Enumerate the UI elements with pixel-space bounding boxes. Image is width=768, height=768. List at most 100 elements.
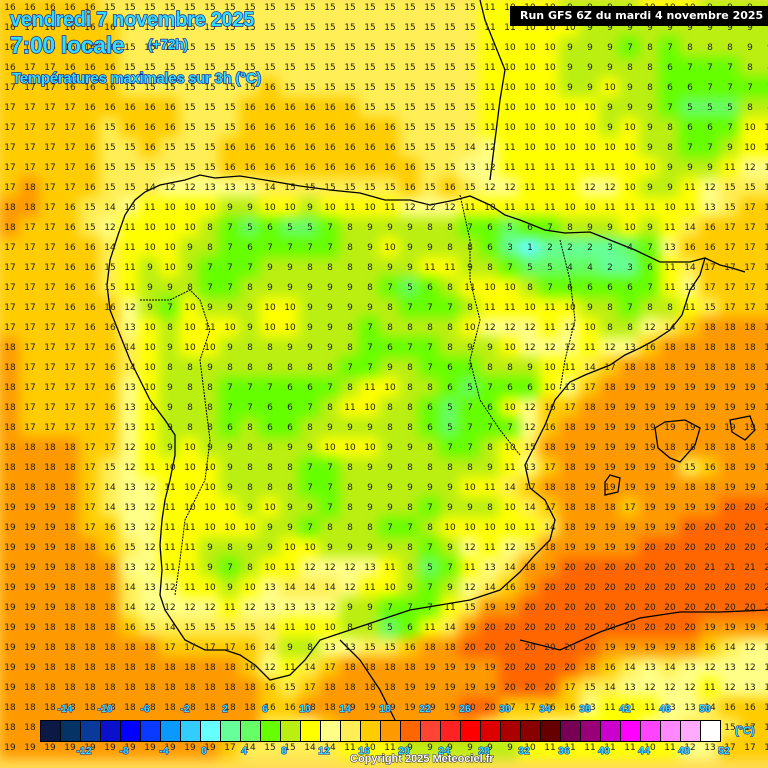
grid-value: 7 (427, 583, 433, 593)
grid-value: 11 (624, 203, 636, 213)
grid-cell (79, 337, 101, 359)
grid-value: 8 (347, 623, 353, 633)
grid-value: 12 (144, 543, 156, 553)
grid-cell (319, 117, 341, 139)
grid-value: 16 (104, 403, 116, 413)
grid-value: 10 (544, 143, 556, 153)
grid-value: 15 (404, 143, 416, 153)
grid-value: 15 (144, 623, 156, 633)
grid-value: 17 (84, 383, 96, 393)
grid-value: 15 (264, 3, 276, 13)
grid-value: 15 (384, 183, 396, 193)
grid-value: 8 (447, 343, 453, 353)
grid-value: 10 (144, 363, 156, 373)
grid-cell (0, 317, 21, 339)
grid-cell (19, 97, 41, 119)
grid-value: 16 (164, 103, 176, 113)
grid-value: 18 (724, 443, 736, 453)
grid-cell (379, 377, 401, 399)
grid-cell (419, 117, 441, 139)
legend-tick-label: -6 (140, 703, 150, 716)
grid-value: 9 (387, 463, 393, 473)
grid-value: 20 (644, 543, 656, 553)
grid-cell (459, 217, 481, 239)
grid-value: 20 (544, 643, 556, 653)
grid-cell (599, 317, 621, 339)
grid-value: 7 (667, 43, 673, 53)
grid-value: 10 (504, 63, 516, 73)
grid-value: 8 (327, 403, 333, 413)
grid-value: 15 (124, 163, 136, 173)
grid-cell (739, 217, 761, 239)
grid-cell (139, 277, 161, 299)
grid-cell (39, 377, 61, 399)
grid-value: 18 (64, 443, 76, 453)
grid-value: 10 (504, 103, 516, 113)
grid-value: 12 (324, 563, 336, 573)
grid-value: 11 (344, 203, 356, 213)
grid-value: 19 (724, 483, 736, 493)
grid-value: 9 (247, 503, 253, 513)
grid-cell (579, 97, 601, 119)
grid-value: 20 (724, 523, 736, 533)
grid-cell (399, 77, 421, 99)
grid-value: 12 (524, 403, 536, 413)
forecast-date: vendredi 7 novembre 2025 (9, 8, 255, 31)
grid-value: 8 (307, 263, 313, 273)
grid-cell (339, 57, 361, 79)
grid-value: 17 (44, 383, 56, 393)
grid-cell (39, 217, 61, 239)
grid-cell (599, 137, 621, 159)
grid-cell (399, 0, 421, 19)
grid-cell (359, 337, 381, 359)
grid-value: 7 (727, 63, 733, 73)
grid-value: 18 (104, 603, 116, 613)
grid-value: 15 (404, 23, 416, 33)
grid-cell (419, 357, 441, 379)
grid-cell (339, 0, 361, 19)
legend-swatch (701, 721, 720, 741)
grid-cell (239, 337, 261, 359)
grid-value: 19 (564, 443, 576, 453)
grid-value: 9 (627, 83, 633, 93)
grid-cell (739, 357, 761, 379)
grid-value: 9 (367, 483, 373, 493)
grid-value: 7 (267, 243, 273, 253)
grid-cell (139, 237, 161, 259)
grid-value: 12 (604, 343, 616, 353)
grid-cell (519, 177, 541, 199)
grid-value: 15 (344, 83, 356, 93)
grid-cell (39, 237, 61, 259)
grid-cell (59, 237, 81, 259)
grid-cell (399, 337, 421, 359)
grid-value: 7 (427, 303, 433, 313)
grid-value: 10 (264, 203, 276, 213)
grid-value: 4 (567, 263, 573, 273)
grid-value: 10 (264, 503, 276, 513)
grid-value: 20 (704, 523, 716, 533)
grid-value: 12 (564, 323, 576, 333)
grid-cell (219, 257, 241, 279)
grid-value: 16 (704, 463, 716, 473)
grid-value: 15 (224, 103, 236, 113)
grid-value: 18 (204, 703, 216, 713)
grid-value: 15 (184, 143, 196, 153)
grid-value: 18 (144, 683, 156, 693)
grid-cell (119, 217, 141, 239)
grid-value: 7 (387, 523, 393, 533)
grid-value: 11 (524, 523, 536, 533)
grid-cell (699, 277, 721, 299)
grid-value: 16 (84, 283, 96, 293)
grid-cell (539, 177, 561, 199)
grid-value: 10 (584, 143, 596, 153)
grid-cell (579, 337, 601, 359)
grid-value: 12 (584, 183, 596, 193)
grid-value: 8 (307, 423, 313, 433)
grid-value: 7 (427, 603, 433, 613)
grid-value: 9 (447, 483, 453, 493)
grid-cell (759, 317, 768, 339)
grid-value: 18 (4, 363, 16, 373)
grid-value: 18 (44, 683, 56, 693)
grid-value: 9 (227, 443, 233, 453)
grid-value: 18 (764, 323, 768, 333)
